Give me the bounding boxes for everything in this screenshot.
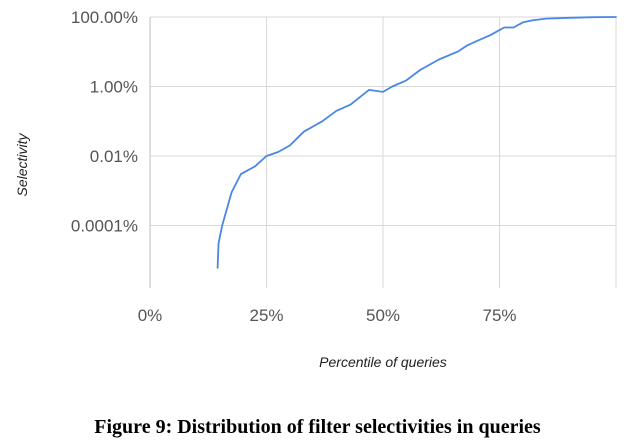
series-line — [216, 16, 617, 269]
x-axis-title: Percentile of queries — [319, 354, 447, 370]
y-tick-labels: 100.00% 1.00% 0.01% 0.0001% — [71, 8, 138, 235]
y-tick-label: 0.01% — [90, 147, 138, 166]
grid — [149, 16, 617, 288]
x-tick-label: 0% — [138, 306, 163, 325]
y-axis-title: Selectivity — [14, 132, 30, 196]
x-tick-label: 25% — [249, 306, 283, 325]
x-tick-label: 50% — [366, 306, 400, 325]
y-tick-label: 100.00% — [71, 8, 138, 27]
y-tick-label: 0.0001% — [71, 216, 138, 235]
figure-caption: Figure 9: Distribution of filter selecti… — [94, 416, 541, 438]
selectivity-chart: 0% 25% 50% 75% 100.00% 1.00% 0.01% 0.0001% Sel… — [14, 8, 617, 370]
x-tick-label: 75% — [482, 306, 516, 325]
y-tick-label: 1.00% — [90, 77, 138, 96]
x-tick-labels: 0% 25% 50% 75% — [138, 306, 517, 325]
